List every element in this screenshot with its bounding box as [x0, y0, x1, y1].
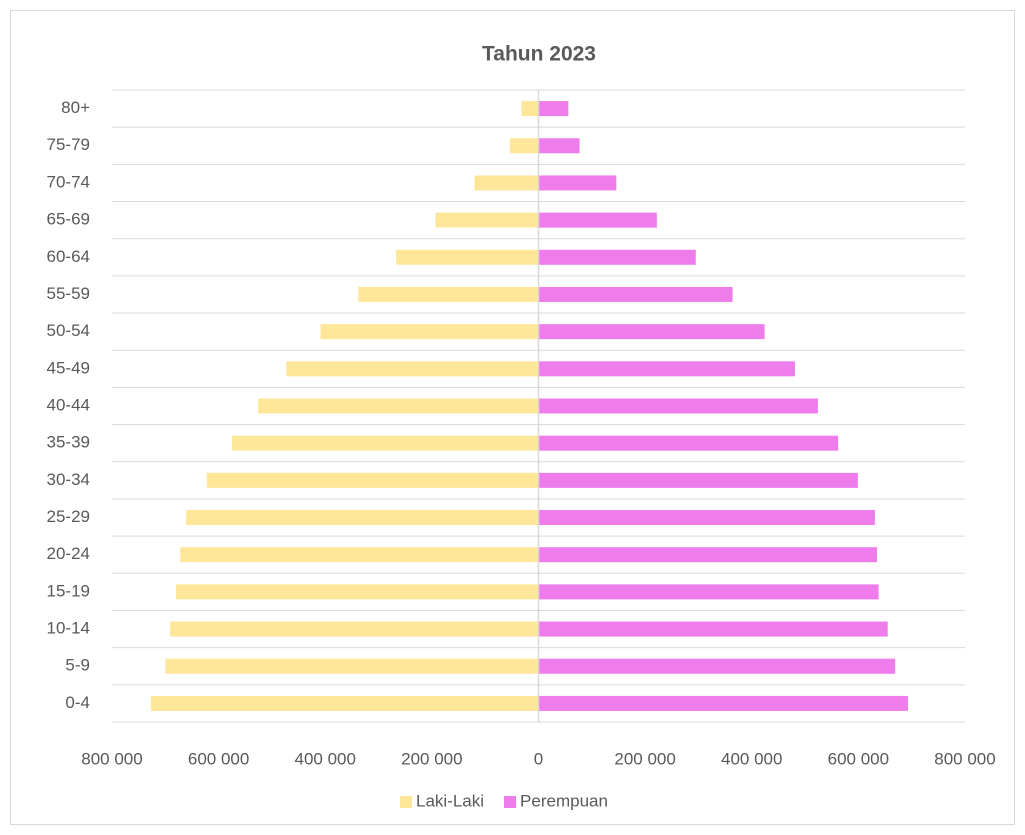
y-tick-label: 40-44: [47, 395, 90, 414]
y-tick-label: 25-29: [47, 507, 90, 526]
bar: [474, 175, 539, 191]
bar: [538, 324, 765, 340]
y-tick-label: 30-34: [47, 470, 90, 489]
y-tick-label: 75-79: [47, 135, 90, 154]
bar: [170, 621, 539, 637]
legend-swatch: [504, 796, 517, 808]
bar: [509, 138, 539, 154]
x-tick-label: 400 000: [721, 749, 782, 768]
bar: [538, 286, 733, 302]
legend-swatch: [400, 796, 412, 808]
y-tick-label: 10-14: [47, 619, 90, 638]
bar: [538, 584, 879, 600]
bar: [538, 212, 657, 228]
bar: [175, 584, 539, 600]
bar: [538, 138, 580, 154]
bar: [186, 510, 539, 526]
bar: [435, 212, 539, 228]
bar: [150, 695, 539, 711]
x-tick-label: 800 000: [81, 749, 142, 768]
bar: [538, 175, 617, 191]
bar: [538, 472, 858, 488]
bar: [538, 398, 818, 414]
bar: [538, 621, 888, 637]
y-tick-label: 65-69: [47, 210, 90, 229]
x-tick-label: 600 000: [828, 749, 889, 768]
bar: [358, 286, 539, 302]
bar: [538, 435, 839, 451]
y-tick-label: 20-24: [47, 544, 90, 563]
x-tick-label: 600 000: [188, 749, 249, 768]
bar: [258, 398, 539, 414]
chart-title: Tahun 2023: [482, 43, 596, 66]
bar: [538, 249, 696, 265]
bar: [538, 101, 569, 117]
x-tick-label: 800 000: [934, 749, 995, 768]
y-tick-label: 55-59: [47, 284, 90, 303]
bar: [180, 547, 539, 563]
y-tick-label: 50-54: [47, 321, 90, 340]
y-tick-label: 70-74: [47, 172, 90, 191]
bar: [231, 435, 539, 451]
bar: [320, 324, 539, 340]
x-tick-label: 0: [534, 749, 543, 768]
bar: [521, 101, 539, 117]
bar: [396, 249, 539, 265]
bar: [165, 658, 539, 674]
bar: [538, 695, 908, 711]
bar: [538, 510, 875, 526]
bar: [538, 658, 896, 674]
y-tick-label: 80+: [61, 98, 90, 117]
y-tick-label: 35-39: [47, 433, 90, 452]
legend-label: Laki-Laki: [416, 791, 484, 810]
y-tick-label: 0-4: [65, 693, 90, 712]
y-tick-label: 15-19: [47, 581, 90, 600]
y-tick-label: 45-49: [47, 358, 90, 377]
y-tick-label: 5-9: [65, 656, 90, 675]
bar: [206, 472, 539, 488]
bar: [538, 361, 795, 377]
y-tick-label: 60-64: [47, 247, 90, 266]
legend-label: Perempuan: [520, 791, 608, 810]
bar: [538, 547, 878, 563]
bar: [286, 361, 539, 377]
x-tick-label: 400 000: [295, 749, 356, 768]
x-tick-label: 200 000: [614, 749, 675, 768]
x-tick-label: 200 000: [401, 749, 462, 768]
